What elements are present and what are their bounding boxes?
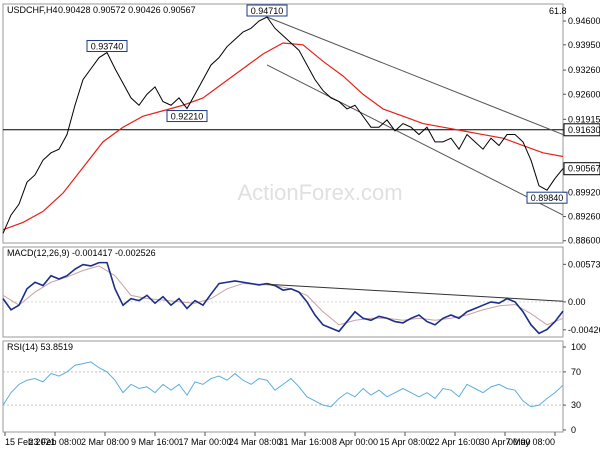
price-label: 0.92210 <box>171 112 204 122</box>
x-tick-label: 30 Apr 00:00 <box>479 437 530 447</box>
x-tick-label: 15 Apr 08:00 <box>379 437 430 447</box>
price-label: 0.93740 <box>91 42 124 52</box>
price-tick-label: 0.93950 <box>568 40 600 50</box>
x-tick-label: 22 Apr 16:00 <box>429 437 480 447</box>
price-tick-label: 0.91915 <box>568 114 600 124</box>
price-tick-label: 0.91630 <box>568 125 600 135</box>
x-tick-label: 24 Mar 08:00 <box>228 437 281 447</box>
price-label-box <box>246 4 288 17</box>
x-tick-label: 9 Mar 16:00 <box>131 437 179 447</box>
price-tick-label: 0.94600 <box>568 16 600 26</box>
price-tick-label: 0.88600 <box>568 236 600 246</box>
x-tick-label: 8 Apr 00:00 <box>332 437 378 447</box>
rsi-tick-label: 30 <box>571 400 581 410</box>
macd-tick-label: -0.004261 <box>568 325 600 335</box>
price-layer: 0.93740 0.92210 0.94710 0.89840 <box>2 4 568 234</box>
macd-line <box>2 261 564 335</box>
macd-divergence-line <box>266 283 564 302</box>
price-tick-label: 0.92600 <box>568 89 600 99</box>
price-line <box>2 16 564 234</box>
price-tick-box <box>563 162 600 176</box>
axis-layer: 0.94600 0.93950 0.93260 0.92600 0.919150.916… <box>4 16 600 447</box>
x-tick-label: 7 May 08:00 <box>505 437 555 447</box>
x-tick-label: 23 Feb 08:00 <box>28 437 81 447</box>
price-tick-label: 0.89260 <box>568 212 600 222</box>
price-label-box <box>166 110 208 123</box>
rsi-tick-label: 100 <box>571 342 586 352</box>
moving-average-line <box>2 42 564 231</box>
macd-layer <box>2 261 564 335</box>
price-tick-label: 0.90567 <box>568 164 600 174</box>
watermark: ActionForex.com <box>237 180 402 205</box>
x-tick-label: 17 Mar 00:00 <box>178 437 231 447</box>
price-label-box <box>86 40 128 53</box>
rsi-layer <box>2 361 564 408</box>
rsi-panel-frame <box>2 340 564 433</box>
rsi-tick-label: 0 <box>571 425 576 435</box>
channel-upper-line <box>266 16 564 136</box>
x-tick-label: 31 Mar 16:00 <box>278 437 331 447</box>
price-tick-label: 0.89920 <box>568 187 600 197</box>
fib-label: 61.8 <box>549 6 567 16</box>
channel-lower-line <box>266 64 564 216</box>
rsi-tick-label: 70 <box>571 367 581 377</box>
symbol-label: USDCHF,H4 <box>7 5 58 15</box>
x-tick-label: 2 Mar 08:00 <box>81 437 129 447</box>
ohlc-header: 0.90428 0.90572 0.90426 0.90567 <box>58 5 196 15</box>
rsi-title: RSI(14) 53.8519 <box>7 342 73 352</box>
price-tick-box <box>563 123 600 137</box>
macd-panel-frame <box>2 246 564 338</box>
price-label: 0.89840 <box>531 193 564 203</box>
price-tick-label: 0.93260 <box>568 65 600 75</box>
macd-title: MACD(12,26,9) -0.001417 -0.002526 <box>7 248 156 258</box>
price-panel-frame <box>2 3 564 244</box>
macd-tick-label: 0.00 <box>568 297 586 307</box>
x-tick-label: 15 Feb 2021 <box>5 437 56 447</box>
rsi-line <box>2 361 564 408</box>
macd-signal-line <box>2 265 564 326</box>
price-label: 0.94710 <box>251 6 284 16</box>
price-label-box <box>526 191 568 204</box>
macd-tick-label: 0.005739 <box>568 259 600 269</box>
